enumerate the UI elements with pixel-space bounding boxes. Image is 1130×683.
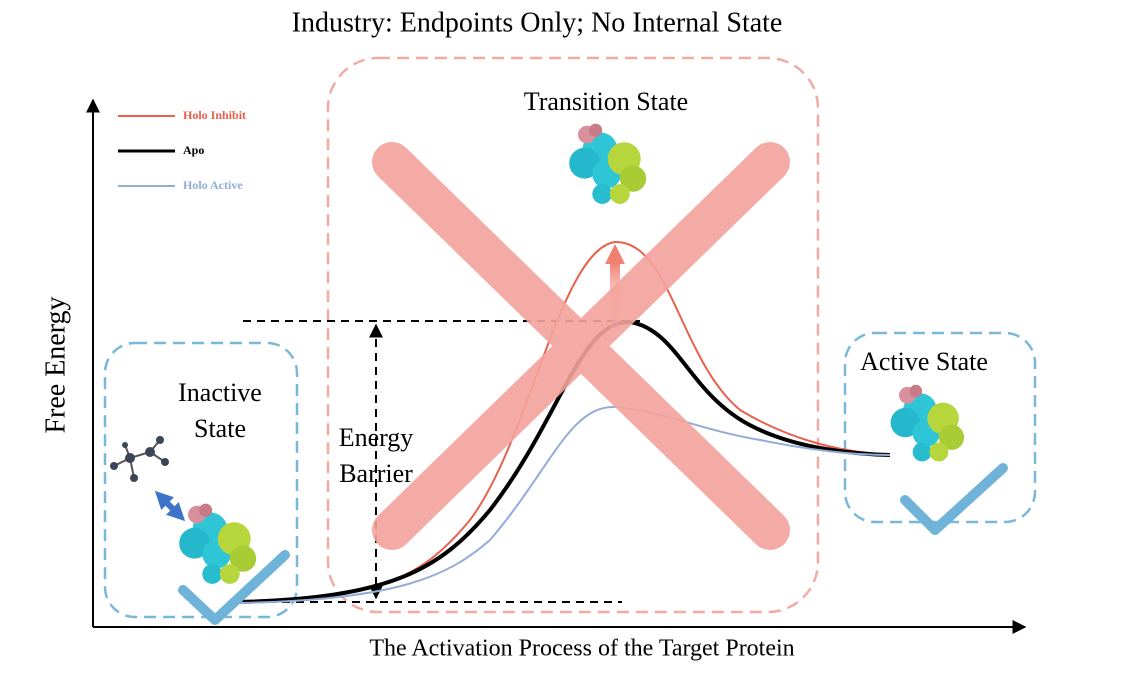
protein-active <box>890 384 965 462</box>
active-label: Active State <box>860 347 988 376</box>
barrier-label: Energy <box>339 423 414 452</box>
ligand <box>113 439 166 479</box>
legend-label: Holo Inhibit <box>183 108 246 122</box>
legend-label: Apo <box>183 143 204 157</box>
y-axis-label: Free Energy <box>40 296 71 433</box>
inactive-label: Inactive <box>178 378 262 407</box>
holo-active-curve <box>239 405 891 604</box>
holo-inhibit-curve <box>239 240 891 602</box>
inactive-box <box>103 341 299 619</box>
cross-mark <box>372 142 790 550</box>
barrier-label: Barrier <box>339 459 413 488</box>
inactive-label: State <box>194 414 246 443</box>
protein-inactive <box>179 503 257 584</box>
legend: Holo Inhibit Apo Holo Active <box>118 108 246 192</box>
ligand-atoms <box>110 436 169 482</box>
binding-arrow <box>154 490 186 522</box>
protein-transition <box>569 123 647 204</box>
title: Industry: Endpoints Only; No Internal St… <box>292 7 783 38</box>
transition-box <box>326 56 820 614</box>
check-active <box>900 463 1008 535</box>
x-axis-label: The Activation Process of the Target Pro… <box>369 636 794 662</box>
legend-label: Holo Active <box>183 178 243 192</box>
up-arrow-head <box>605 244 625 264</box>
transition-label: Transition State <box>524 87 688 116</box>
check-inactive <box>178 550 290 625</box>
